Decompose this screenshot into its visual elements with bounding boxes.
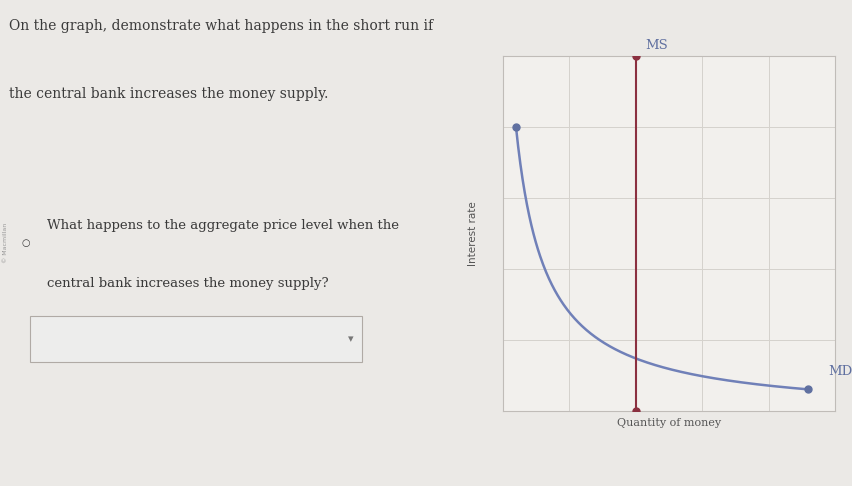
- Text: Interest rate: Interest rate: [468, 201, 478, 266]
- Text: the central bank increases the money supply.: the central bank increases the money sup…: [9, 87, 328, 102]
- X-axis label: Quantity of money: Quantity of money: [617, 417, 721, 428]
- Text: © Macmillan: © Macmillan: [3, 223, 9, 263]
- Text: central bank increases the money supply?: central bank increases the money supply?: [47, 277, 329, 290]
- Text: On the graph, demonstrate what happens in the short run if: On the graph, demonstrate what happens i…: [9, 19, 433, 34]
- FancyBboxPatch shape: [30, 316, 362, 362]
- Text: What happens to the aggregate price level when the: What happens to the aggregate price leve…: [47, 219, 399, 232]
- Text: MD: MD: [828, 365, 852, 378]
- Text: MS: MS: [646, 39, 668, 52]
- Text: ▾: ▾: [348, 334, 354, 344]
- Text: ○: ○: [21, 238, 30, 248]
